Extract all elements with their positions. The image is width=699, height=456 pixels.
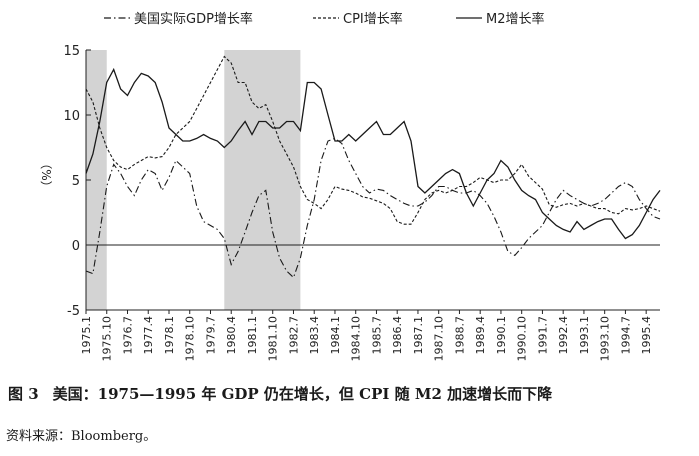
series-line-3: [85, 67, 661, 240]
shaded-periods: [86, 50, 301, 310]
x-tick-label: 1975.1: [80, 316, 93, 355]
x-tick-label: 1980.4: [225, 316, 238, 355]
series-lines: [85, 55, 661, 279]
x-tick-label: 1983.4: [308, 316, 321, 355]
x-tick-label: 1981.1: [246, 316, 259, 355]
x-tick-label: 1991.7: [536, 316, 549, 355]
y-tick-label: 0: [72, 239, 80, 254]
figure-caption: 图 3 美国：1975—1995 年 GDP 仍在增长，但 CPI 随 M2 加速…: [8, 383, 552, 404]
figure-source: 资料来源：Bloomberg。: [6, 429, 157, 444]
x-tick-label: 1993.1: [578, 316, 591, 355]
x-tick-label: 1993.10: [599, 316, 612, 362]
y-axis-label: （%）: [39, 157, 53, 192]
series-line-1: [85, 137, 661, 279]
legend-label-3: M2增长率: [486, 11, 545, 27]
x-tick-label: 1979.7: [204, 316, 217, 355]
x-tick-label: 1987.1: [412, 316, 425, 355]
legend-label-1: 美国实际GDP增长率: [134, 11, 253, 27]
x-tick-label: 1981.10: [267, 316, 280, 362]
x-tick-label: 1976.7: [121, 316, 134, 355]
x-tick-label: 1984.1: [329, 316, 342, 355]
x-tick-label: 1989.4: [474, 316, 487, 355]
x-tick-label: 1982.7: [287, 316, 300, 355]
x-tick-label: 1984.10: [350, 316, 363, 362]
x-tick-label: 1977.4: [142, 316, 155, 355]
legend: 美国实际GDP增长率 CPI增长率 M2增长率: [104, 11, 545, 27]
y-tick-label: 10: [63, 109, 80, 124]
y-tick-label: 5: [72, 174, 80, 189]
y-tick-label: 15: [63, 44, 80, 59]
x-tick-label: 1995.4: [640, 316, 653, 355]
x-tick-label: 1975.10: [101, 316, 114, 362]
x-tick-label: 1992.4: [557, 316, 570, 355]
x-tick-label: 1978.10: [184, 316, 197, 362]
y-tick-label: -5: [67, 304, 80, 319]
x-tick-label: 1988.7: [453, 316, 466, 355]
x-tick-label: 1986.4: [391, 316, 404, 355]
series-line-2: [85, 55, 661, 225]
x-tick-label: 1978.1: [163, 316, 176, 355]
x-tick-label: 1994.7: [619, 316, 632, 355]
figure-title: 美国：1975—1995 年 GDP 仍在增长，但 CPI 随 M2 加速增长而…: [52, 385, 553, 403]
x-tick-label: 1987.10: [433, 316, 446, 362]
legend-label-2: CPI增长率: [343, 11, 403, 27]
x-tick-label: 1990.1: [495, 316, 508, 355]
shaded-period-2: [224, 50, 301, 310]
x-tick-label: 1985.7: [370, 316, 383, 355]
figure-number: 图 3: [8, 385, 39, 403]
x-tick-label: 1990.10: [516, 316, 529, 362]
